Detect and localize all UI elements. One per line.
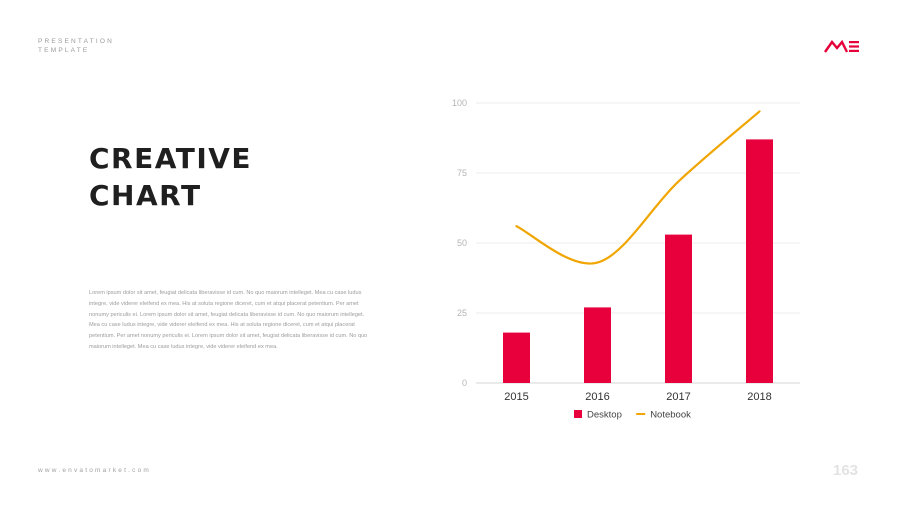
me-logo-icon: [824, 40, 859, 53]
legend-swatch-desktop: [574, 410, 582, 418]
y-tick-label: 50: [457, 238, 467, 248]
y-tick-label: 25: [457, 308, 467, 318]
x-tick-label: 2018: [747, 391, 771, 403]
footer-url: www.envatomarket.com: [38, 467, 151, 474]
line-notebook: [515, 110, 761, 265]
bar-desktop: [665, 234, 692, 383]
y-tick-label: 100: [452, 98, 467, 108]
bar-desktop: [746, 139, 773, 383]
x-tick-label: 2016: [585, 391, 609, 403]
y-tick-label: 75: [457, 168, 467, 178]
page-number: 163: [833, 462, 859, 479]
bar-desktop: [503, 332, 530, 383]
brand-tagline-line1: PRESENTATION: [38, 38, 114, 45]
x-tick-label: 2017: [666, 391, 690, 403]
legend-label-desktop: Desktop: [587, 410, 622, 421]
page-title-line2: CHART: [89, 179, 202, 212]
body-paragraph: Lorem ipsum dolor sit amet, feugiat deli…: [89, 290, 368, 350]
page-title: CREATIVE CHART: [89, 140, 252, 214]
x-tick-label: 2015: [504, 391, 528, 403]
bar-desktop: [584, 307, 611, 383]
legend-label-notebook: Notebook: [650, 410, 691, 421]
y-tick-label: 0: [462, 378, 467, 388]
page-title-line1: CREATIVE: [89, 142, 253, 175]
combo-chart: 0 25 50 75 100 2015 2016 2017 2018 Desktop Noteboo…: [452, 98, 800, 421]
brand-tagline-line2: TEMPLATE: [38, 47, 90, 54]
brand-tagline: PRESENTATION TEMPLATE: [38, 37, 114, 55]
